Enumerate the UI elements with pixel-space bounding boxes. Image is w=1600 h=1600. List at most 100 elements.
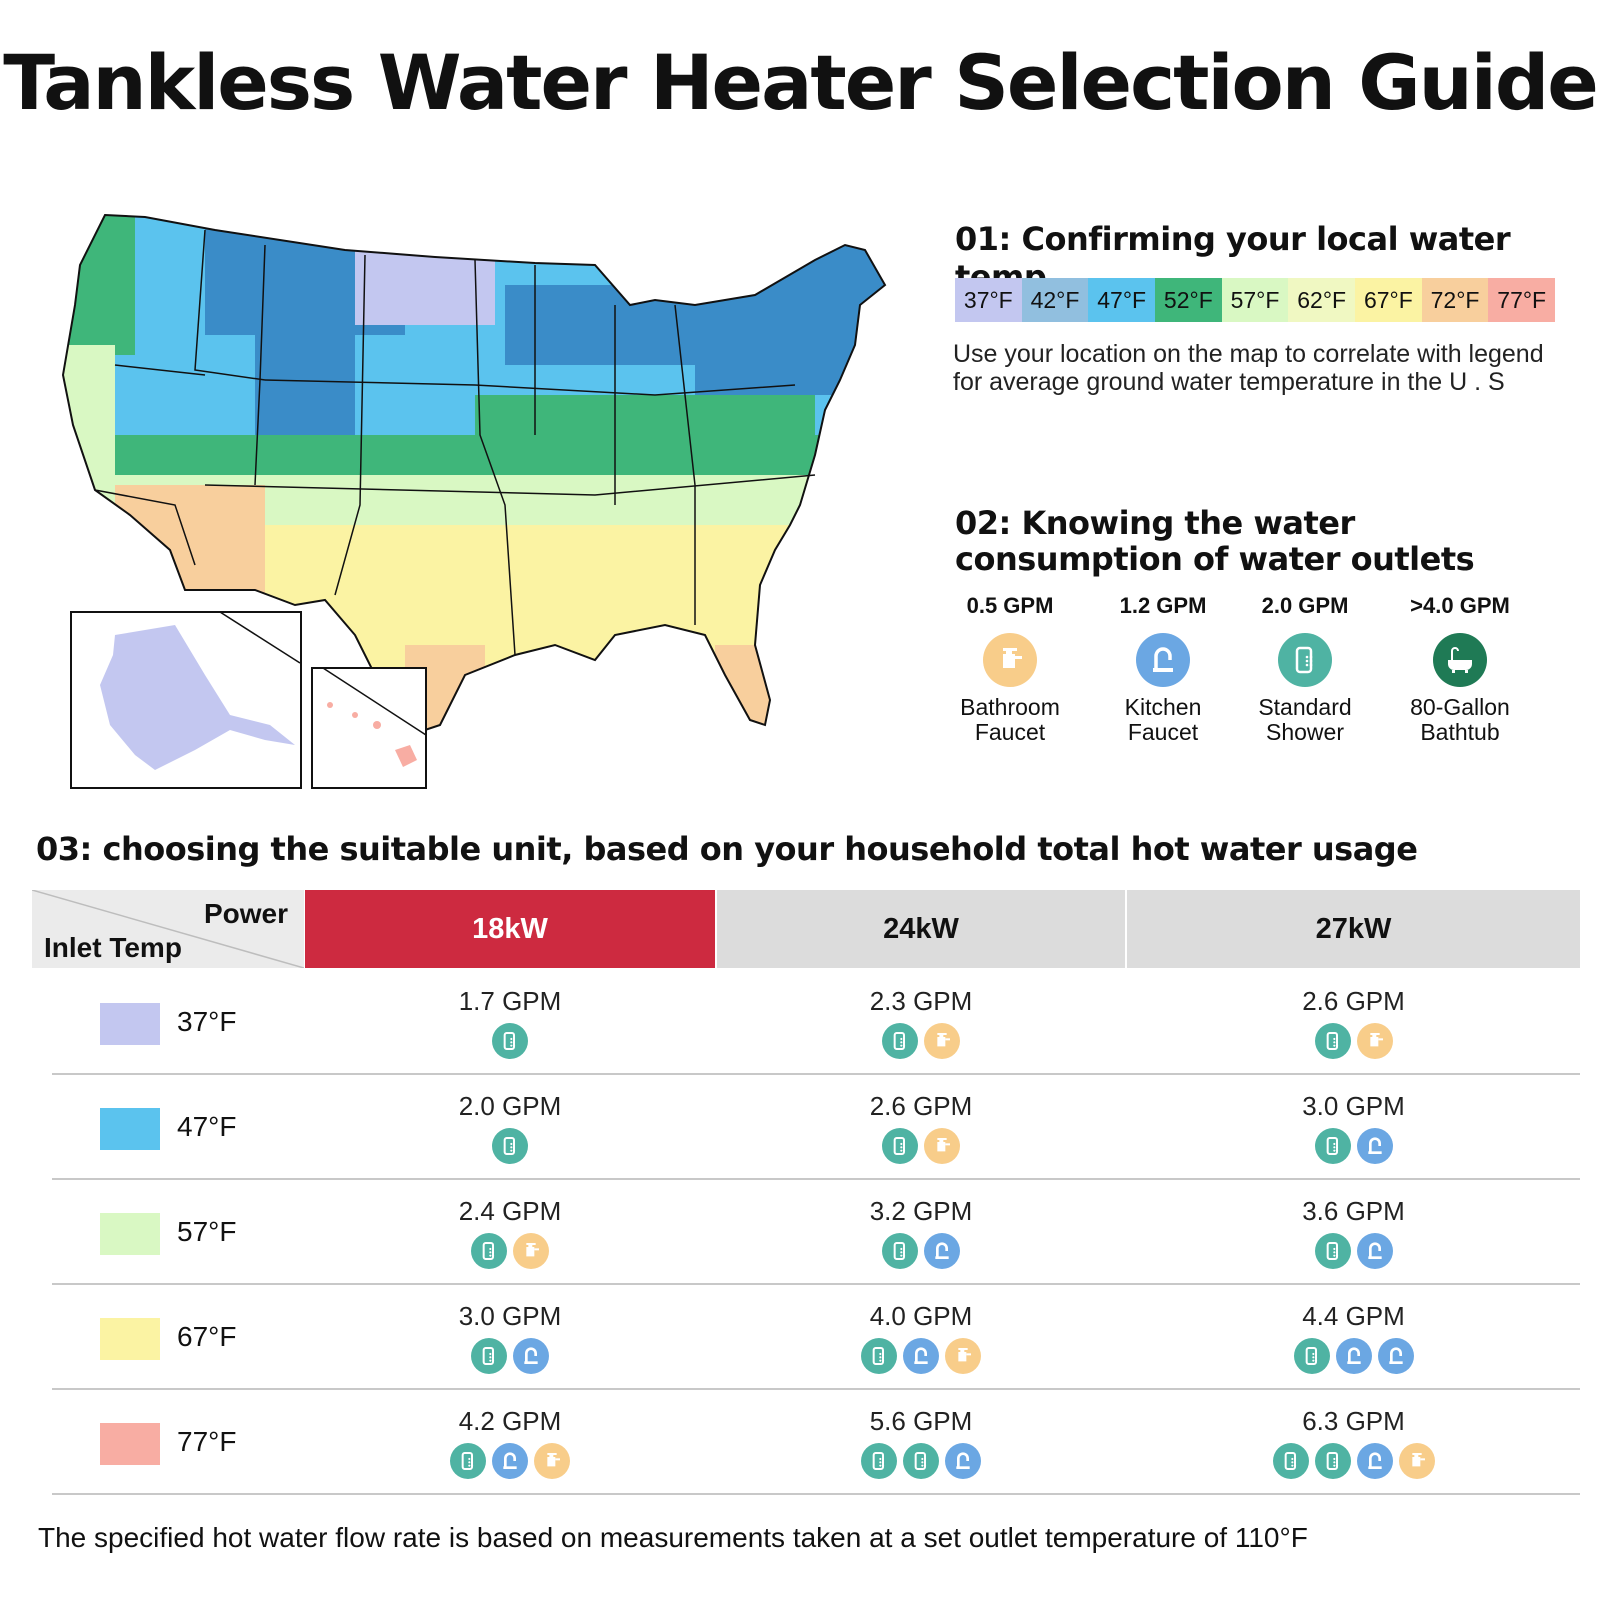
power-header-18kw: 18kW <box>305 890 715 968</box>
temp-color-chip <box>100 1318 160 1360</box>
outlet-icons <box>1127 1233 1580 1269</box>
shower-icon <box>882 1023 918 1059</box>
outlet-icons <box>305 1023 715 1059</box>
outlet-gpm: 1.2 GPM <box>1119 593 1207 618</box>
step3-title: 03: choosing the suitable unit, based on… <box>36 830 1418 868</box>
outlet-standard-shower: 2.0 GPM Standard Shower <box>1230 593 1380 745</box>
temp-color-chip <box>100 1108 160 1150</box>
flow-rate-value: 3.0 GPM <box>1302 1091 1405 1121</box>
outlet-icons <box>717 1338 1125 1374</box>
shower-icon <box>903 1443 939 1479</box>
shower-icon <box>492 1023 528 1059</box>
flow-rate-value: 2.6 GPM <box>869 1091 973 1121</box>
outlet-icons <box>1127 1023 1580 1059</box>
legend-swatch: 52°F <box>1155 278 1222 322</box>
shower-icon <box>1314 1233 1351 1269</box>
flow-rate-value: 3.6 GPM <box>1302 1196 1405 1226</box>
outlet-bathroom-faucet: 0.5 GPM Bathroom Faucet <box>935 593 1085 745</box>
bathroom-faucet-icon <box>924 1128 960 1164</box>
table-row: 37°F 1.7 GPM 2.3 GPM 2.6 GPM <box>32 968 1580 1075</box>
flow-rate-cell: 2.0 GPM <box>305 1091 715 1164</box>
outlet-gpm: >4.0 GPM <box>1410 593 1510 618</box>
flow-rate-cell: 2.6 GPM <box>717 1091 1125 1164</box>
table-row: 77°F 4.2 GPM 5.6 GPM 6.3 GPM <box>32 1388 1580 1495</box>
bathroom-faucet-icon <box>924 1023 960 1059</box>
flow-rate-value: 4.2 GPM <box>458 1406 562 1436</box>
table-row: 57°F 2.4 GPM 3.2 GPM 3.6 GPM <box>32 1178 1580 1285</box>
shower-icon <box>1314 1443 1351 1479</box>
flow-rate-value: 5.6 GPM <box>869 1406 973 1436</box>
flow-rate-value: 3.2 GPM <box>869 1196 973 1226</box>
shower-icon <box>1314 1128 1351 1164</box>
flow-rate-cell: 3.0 GPM <box>1127 1091 1580 1164</box>
shower-icon <box>1272 1443 1309 1479</box>
kitchen-faucet-icon <box>1136 633 1190 687</box>
flow-rate-cell: 4.0 GPM <box>717 1301 1125 1374</box>
row-divider <box>52 1073 1580 1075</box>
outlet-kitchen-faucet: 1.2 GPM Kitchen Faucet <box>1088 593 1238 745</box>
bathroom-faucet-icon <box>1398 1443 1435 1479</box>
legend-swatch: 37°F <box>955 278 1022 322</box>
bathroom-faucet-icon <box>983 633 1037 687</box>
outlet-gpm: 2.0 GPM <box>1261 593 1349 618</box>
kitchen-faucet-icon <box>513 1338 549 1374</box>
legend-swatch: 57°F <box>1221 278 1289 322</box>
row-divider <box>52 1283 1580 1285</box>
outlet-icons <box>717 1443 1125 1479</box>
outlet-icons <box>305 1443 715 1479</box>
flow-rate-cell: 4.4 GPM <box>1127 1301 1580 1374</box>
bathroom-faucet-icon <box>1356 1023 1393 1059</box>
flow-rate-cell: 6.3 GPM <box>1127 1406 1580 1479</box>
step1-description: Use your location on the map to correlat… <box>953 340 1544 396</box>
flow-rate-cell: 3.2 GPM <box>717 1196 1125 1269</box>
inlet-temp-label: Inlet Temp <box>44 932 182 963</box>
outlet-icons <box>305 1128 715 1164</box>
shower-icon <box>1293 1338 1330 1374</box>
temp-color-chip <box>100 1213 160 1255</box>
outlet-icons <box>1127 1338 1580 1374</box>
inlet-temp-value: 67°F <box>177 1321 237 1352</box>
row-divider <box>52 1493 1580 1495</box>
flow-rate-value: 4.0 GPM <box>869 1301 973 1331</box>
flow-rate-value: 4.4 GPM <box>1302 1301 1405 1331</box>
row-divider <box>52 1178 1580 1180</box>
table-row: 67°F 3.0 GPM 4.0 GPM 4.4 GPM <box>32 1283 1580 1390</box>
outlet-icons <box>717 1128 1125 1164</box>
flow-rate-value: 2.0 GPM <box>458 1091 562 1121</box>
kitchen-faucet-icon <box>492 1443 528 1479</box>
flow-rate-cell: 2.4 GPM <box>305 1196 715 1269</box>
kitchen-faucet-icon <box>1377 1338 1414 1374</box>
shower-icon <box>471 1233 507 1269</box>
outlet-label: Bathroom Faucet <box>960 694 1060 745</box>
flow-rate-cell: 2.6 GPM <box>1127 986 1580 1059</box>
outlet-bathtub: >4.0 GPM 80-Gallon Bathtub <box>1385 593 1535 745</box>
kitchen-faucet-icon <box>1335 1338 1372 1374</box>
legend-swatch: 47°F <box>1088 278 1156 322</box>
flow-rate-value: 3.0 GPM <box>458 1301 562 1331</box>
shower-icon <box>1314 1023 1351 1059</box>
bathroom-faucet-icon <box>534 1443 570 1479</box>
page-title: Tankless Water Heater Selection Guide <box>3 38 1599 127</box>
inlet-temp-value: 37°F <box>177 1006 237 1037</box>
legend-swatch: 77°F <box>1488 278 1556 322</box>
step1-title: 01: Confirming your local water temp <box>955 220 1511 296</box>
kitchen-faucet-icon <box>945 1443 981 1479</box>
kitchen-faucet-icon <box>1356 1233 1393 1269</box>
inlet-temp-value: 57°F <box>177 1216 237 1247</box>
outlet-icons <box>1127 1443 1580 1479</box>
flow-rate-value: 6.3 GPM <box>1302 1406 1405 1436</box>
outlet-label: 80-Gallon Bathtub <box>1410 694 1510 745</box>
row-divider <box>52 1388 1580 1390</box>
shower-icon <box>492 1128 528 1164</box>
outlet-label: Kitchen Faucet <box>1124 694 1202 745</box>
flow-rate-cell: 3.0 GPM <box>305 1301 715 1374</box>
table-corner-header: Power Inlet Temp <box>32 890 304 968</box>
shower-icon <box>882 1128 918 1164</box>
bathroom-faucet-icon <box>513 1233 549 1269</box>
kitchen-faucet-icon <box>924 1233 960 1269</box>
legend-swatch: 72°F <box>1421 278 1489 322</box>
legend-swatch: 42°F <box>1021 278 1089 322</box>
power-header-24kw: 24kW <box>717 890 1125 968</box>
shower-icon <box>861 1443 897 1479</box>
us-water-temp-map <box>61 213 887 789</box>
